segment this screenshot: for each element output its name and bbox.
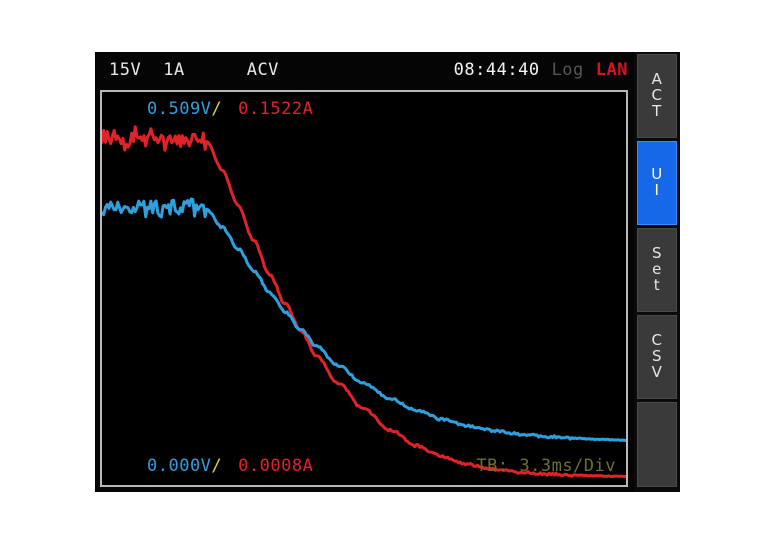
softkey-csv[interactable]: C S V [637,315,677,399]
softkey-set-char-0: S [651,244,663,263]
current-trace-line [102,125,626,479]
voltage-trace-group [102,197,626,442]
softkey-act[interactable]: A C T [637,54,677,138]
clock-time: 08:44:40 [453,60,540,80]
softkey-ui-char-0: U [651,165,663,184]
softkey-csv-char-1: S [651,347,663,366]
current-trace-group [102,125,626,479]
softkey-set-char-2: t [653,275,661,294]
waveform-plot-frame[interactable]: 0.509V/0.1522A 0.000V/0.0008A TB: 3.3ms/… [100,90,628,487]
softkey-act-char-1: C [651,86,663,105]
log-indicator[interactable]: Log [551,60,584,80]
softkey-csv-char-0: C [651,331,663,350]
softkey-csv-char-2: V [651,362,663,381]
softkey-empty[interactable] [637,402,677,487]
current-setting[interactable]: 1A [163,60,185,80]
voltage-trace-line [102,197,626,442]
status-bar: 15V 1A ACV 08:44:40 Log LAN [95,52,634,88]
waveform-plot-area[interactable]: 0.509V/0.1522A 0.000V/0.0008A TB: 3.3ms/… [102,92,626,485]
softkey-sidebar: A C T U I S e t C S V [634,52,680,492]
instrument-screen: 15V 1A ACV 08:44:40 Log LAN [95,52,634,492]
softkey-set-char-1: e [652,260,662,279]
softkey-set[interactable]: S e t [637,228,677,312]
instrument-panel: 15V 1A ACV 08:44:40 Log LAN [95,52,680,492]
softkey-act-char-2: T [652,101,662,120]
measurement-mode[interactable]: ACV [246,60,279,80]
waveform-traces [102,125,626,479]
softkey-ui-char-1: I [654,181,660,199]
lan-indicator[interactable]: LAN [595,60,628,80]
voltage-setting[interactable]: 15V [109,60,142,80]
softkey-act-char-0: A [651,70,663,89]
softkey-ui[interactable]: U I [637,141,677,225]
